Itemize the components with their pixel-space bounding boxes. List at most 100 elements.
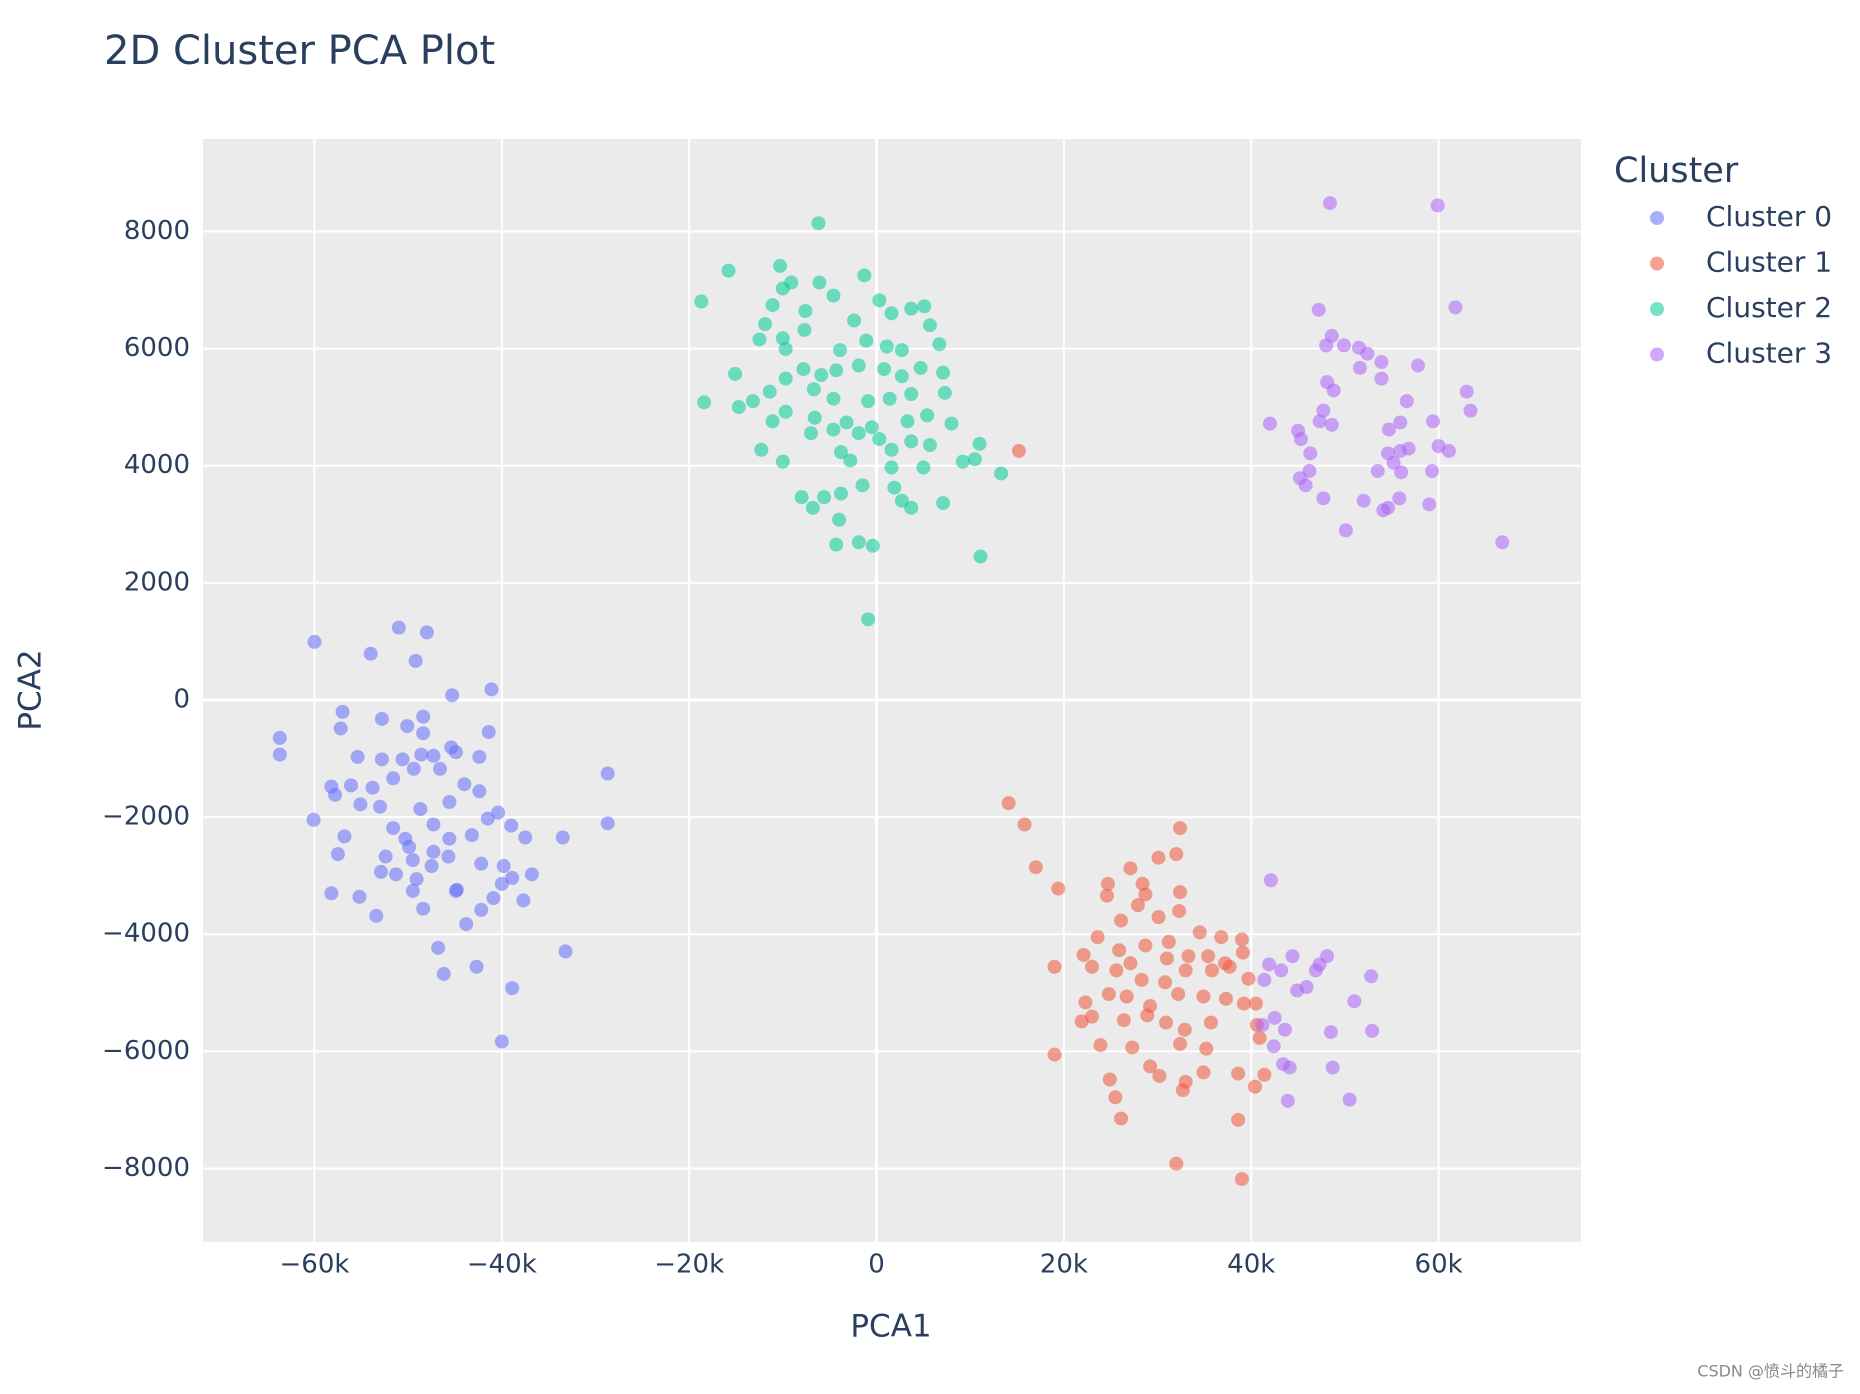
legend-label[interactable]: Cluster 2 xyxy=(1706,291,1832,324)
point xyxy=(937,385,952,400)
point xyxy=(436,966,451,981)
point xyxy=(1322,196,1337,211)
point xyxy=(1282,1060,1297,1075)
point xyxy=(1394,465,1409,480)
watermark: CSDN @愤斗的橘子 xyxy=(1697,1362,1844,1381)
point xyxy=(1076,947,1091,962)
point xyxy=(882,391,897,406)
point xyxy=(697,395,712,410)
point xyxy=(1011,443,1026,458)
point xyxy=(972,436,987,451)
legend-label[interactable]: Cluster 1 xyxy=(1706,246,1832,279)
point xyxy=(378,849,393,864)
point xyxy=(859,333,874,348)
point xyxy=(1352,360,1367,375)
point xyxy=(558,944,573,959)
point xyxy=(1143,1059,1158,1074)
point xyxy=(1090,930,1105,945)
point xyxy=(416,901,431,916)
point xyxy=(1319,338,1334,353)
point xyxy=(1441,443,1456,458)
point xyxy=(1102,1072,1117,1087)
point xyxy=(922,437,937,452)
point xyxy=(395,752,410,767)
point xyxy=(1381,500,1396,515)
legend-marker[interactable] xyxy=(1650,211,1664,225)
point xyxy=(1234,932,1249,947)
point xyxy=(832,512,847,527)
point xyxy=(400,719,415,734)
point xyxy=(1338,523,1353,538)
point xyxy=(431,940,446,955)
point xyxy=(1204,963,1219,978)
point xyxy=(778,371,793,386)
point xyxy=(843,453,858,468)
point xyxy=(1263,873,1278,888)
point xyxy=(1274,963,1289,978)
point xyxy=(481,725,496,740)
point xyxy=(1159,1015,1174,1030)
point xyxy=(765,414,780,429)
point xyxy=(555,830,570,845)
point xyxy=(449,882,464,897)
point xyxy=(1285,949,1300,964)
point xyxy=(419,625,434,640)
point xyxy=(1108,1090,1123,1105)
x-tick-label: 40k xyxy=(1227,1250,1275,1280)
point xyxy=(272,730,287,745)
point xyxy=(1178,963,1193,978)
point xyxy=(1109,963,1124,978)
point xyxy=(1448,300,1463,315)
point xyxy=(904,434,919,449)
point xyxy=(884,460,899,475)
point xyxy=(442,795,457,810)
point xyxy=(408,653,423,668)
point xyxy=(405,853,420,868)
point xyxy=(1085,1009,1100,1024)
point xyxy=(1001,796,1016,811)
point xyxy=(1312,414,1327,429)
point xyxy=(1277,1022,1292,1037)
point xyxy=(796,362,811,377)
point xyxy=(967,452,982,467)
legend-marker[interactable] xyxy=(1650,302,1664,316)
point xyxy=(402,840,417,855)
point xyxy=(1326,383,1341,398)
point xyxy=(806,382,821,397)
legend-marker[interactable] xyxy=(1650,256,1664,271)
point xyxy=(600,766,615,781)
legend-label[interactable]: Cluster 3 xyxy=(1706,337,1832,370)
point xyxy=(1047,959,1062,974)
x-tick-label: −60k xyxy=(280,1250,350,1280)
point xyxy=(307,634,322,649)
point xyxy=(1100,876,1115,891)
x-tick-label: −20k xyxy=(654,1250,724,1280)
point xyxy=(1218,991,1233,1006)
point xyxy=(464,828,479,843)
point xyxy=(426,748,441,763)
point xyxy=(1401,441,1416,456)
point xyxy=(922,318,937,333)
point xyxy=(916,460,931,475)
point xyxy=(494,876,509,891)
point xyxy=(920,408,935,423)
point xyxy=(1134,972,1149,987)
point xyxy=(1177,1022,1192,1037)
y-tick-label: −6000 xyxy=(102,1036,190,1066)
point xyxy=(1374,371,1389,386)
legend-marker[interactable] xyxy=(1650,347,1664,362)
point xyxy=(765,298,780,313)
point xyxy=(1125,1040,1140,1055)
point xyxy=(272,747,287,762)
point xyxy=(324,886,339,901)
legend-label[interactable]: Cluster 0 xyxy=(1706,200,1832,233)
point xyxy=(944,416,959,431)
point xyxy=(472,784,487,799)
point xyxy=(857,268,872,283)
point xyxy=(1173,1036,1188,1051)
point xyxy=(1234,1172,1249,1187)
point xyxy=(917,299,932,314)
point xyxy=(414,747,429,762)
point xyxy=(879,339,894,354)
